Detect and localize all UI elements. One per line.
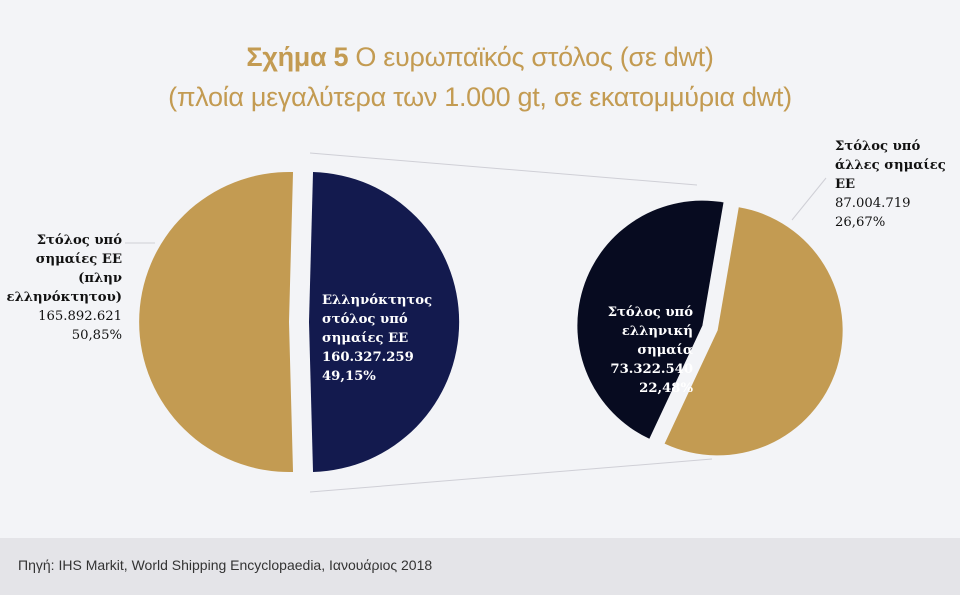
slice-label-line: σημαίες ΕΕ [35,252,122,267]
connector-lines [125,152,827,493]
slice-label-greek-owned-eu-flag: Ελληνόκτητος στόλος υπό σημαίες ΕΕ 160.3… [322,291,432,386]
connector-line-bottom [309,458,713,493]
slice-value: 165.892.621 [38,309,122,324]
leader-line-right [791,177,827,221]
right-pie-chart [577,200,843,456]
chart-title-line-2: (πλοία μεγαλύτερα των 1.000 gt, σε εκατο… [168,82,792,112]
slice-value: 73.322.540 [610,362,693,377]
slice-label-line: (πλην [78,271,122,286]
slice-percent: 22,48% [639,381,693,396]
left-pie-chart [139,171,460,472]
source-text: Πηγή: IHS Markit, World Shipping Encyclo… [18,557,433,573]
slice-label-line: ελληνική [621,324,693,339]
pie-slice-eu-flag-non-greek [139,171,294,472]
pie-slice-greek-flag [577,200,724,439]
slice-label-line: σημαίες ΕΕ [322,331,409,346]
slice-value: 160.327.259 [322,350,414,365]
slice-percent: 49,15% [322,369,376,384]
slice-label-line: ΕΕ [835,177,856,192]
chart-title-text: Ο ευρωπαϊκός στόλος (σε dwt) [355,42,714,72]
slice-percent: 26,67% [835,215,886,230]
chart-title-line-1: Σχήμα 5 Ο ευρωπαϊκός στόλος (σε dwt) [0,42,960,73]
slice-label-line: Στόλος υπό [36,233,122,248]
slice-label-line: ελληνόκτητου) [6,290,122,305]
pie-slice-other-eu-flags [664,207,843,456]
pie-slice-greek-owned-eu-flag [309,172,460,472]
slice-label-line: σημαία [637,343,693,358]
slice-label-other-eu-flags: Στόλος υπό άλλες σημαίες ΕΕ 87.004.719 2… [835,137,955,232]
source-footer: Πηγή: IHS Markit, World Shipping Encyclo… [0,538,960,595]
slice-label-line: Στόλος υπό [835,139,921,154]
slice-value: 87.004.719 [835,196,911,211]
connector-line-top [309,152,698,186]
slice-label-greek-flag: Στόλος υπό ελληνική σημαία 73.322.540 22… [588,303,693,398]
slice-label-eu-flag-non-greek: Στόλος υπό σημαίες ΕΕ (πλην ελληνόκτητου… [2,231,122,345]
slice-label-line: στόλος υπό [322,312,408,327]
slice-label-line: Στόλος υπό [607,305,693,320]
slice-label-line: Ελληνόκτητος [322,293,433,308]
slice-percent: 50,85% [71,328,122,343]
chart-title-prefix: Σχήμα 5 [246,42,349,72]
slice-label-line: άλλες σημαίες [835,158,946,173]
